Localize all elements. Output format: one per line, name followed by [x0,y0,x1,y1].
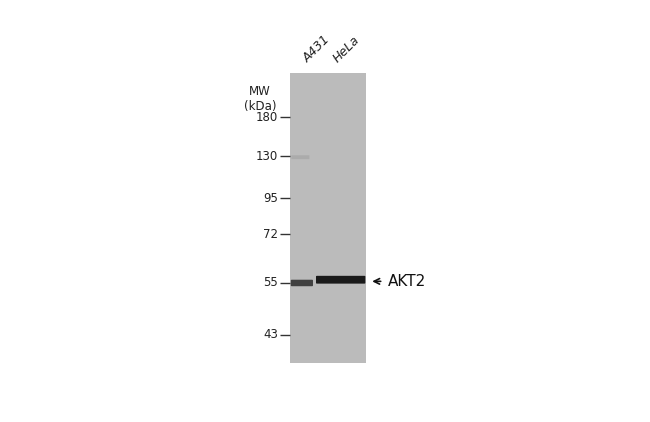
Text: A431: A431 [300,33,333,65]
Text: 72: 72 [263,228,278,241]
Bar [291,73,366,362]
Text: HeLa: HeLa [331,34,362,65]
FancyBboxPatch shape [291,280,313,286]
Text: 95: 95 [263,192,278,205]
FancyBboxPatch shape [291,155,309,159]
Text: MW
(kDa): MW (kDa) [244,85,276,113]
FancyBboxPatch shape [316,276,365,284]
Text: 130: 130 [256,150,278,163]
Text: AKT2: AKT2 [387,274,426,289]
Text: 43: 43 [263,328,278,341]
Text: 180: 180 [256,111,278,124]
Text: 55: 55 [263,276,278,289]
